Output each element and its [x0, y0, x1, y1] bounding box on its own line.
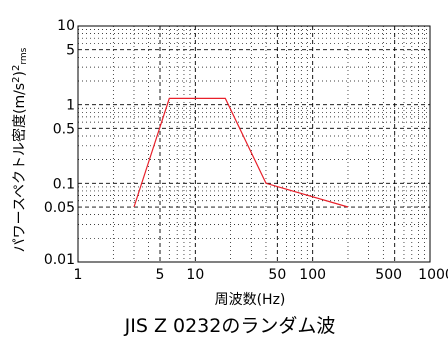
y-tick-label: 0.5: [53, 121, 75, 137]
x-tick-label: 100: [299, 267, 326, 283]
y-axis-label: パワースペクトル密度(m/s2)2rms: [11, 47, 29, 252]
chart-title: JIS Z 0232のランダム波: [124, 315, 336, 337]
major-grid: [78, 26, 430, 262]
x-tick-label: 500: [375, 267, 402, 283]
y-tick-label: 1: [66, 98, 75, 114]
y-tick-label: 0.1: [53, 176, 75, 192]
x-axis-label: 周波数(Hz): [215, 292, 286, 308]
y-axis-label-mid: ): [12, 71, 28, 76]
series-layer: [133, 97, 349, 208]
y-axis-label-sup1: 2: [11, 77, 22, 83]
y-axis-label-sup2: 2: [11, 65, 22, 71]
y-tick-labels: 0.01 0.05 0.1 0.5 1 5 10: [44, 18, 75, 268]
x-tick-label: 1: [74, 267, 83, 283]
x-tick-label: 10: [186, 267, 204, 283]
y-axis-label-main: パワースペクトル密度(m/s: [11, 83, 28, 252]
y-axis-label-sub: rms: [19, 47, 29, 64]
y-tick-label: 0.05: [44, 200, 75, 216]
y-tick-label: 0.01: [44, 252, 75, 268]
minor-grid: [78, 26, 430, 262]
x-tick-label: 5: [156, 267, 165, 283]
y-tick-label: 5: [66, 43, 75, 59]
plot-frame: [77, 25, 431, 263]
x-tick-label: 50: [268, 267, 286, 283]
y-tick-label: 10: [57, 18, 75, 34]
series-line: [133, 97, 349, 208]
